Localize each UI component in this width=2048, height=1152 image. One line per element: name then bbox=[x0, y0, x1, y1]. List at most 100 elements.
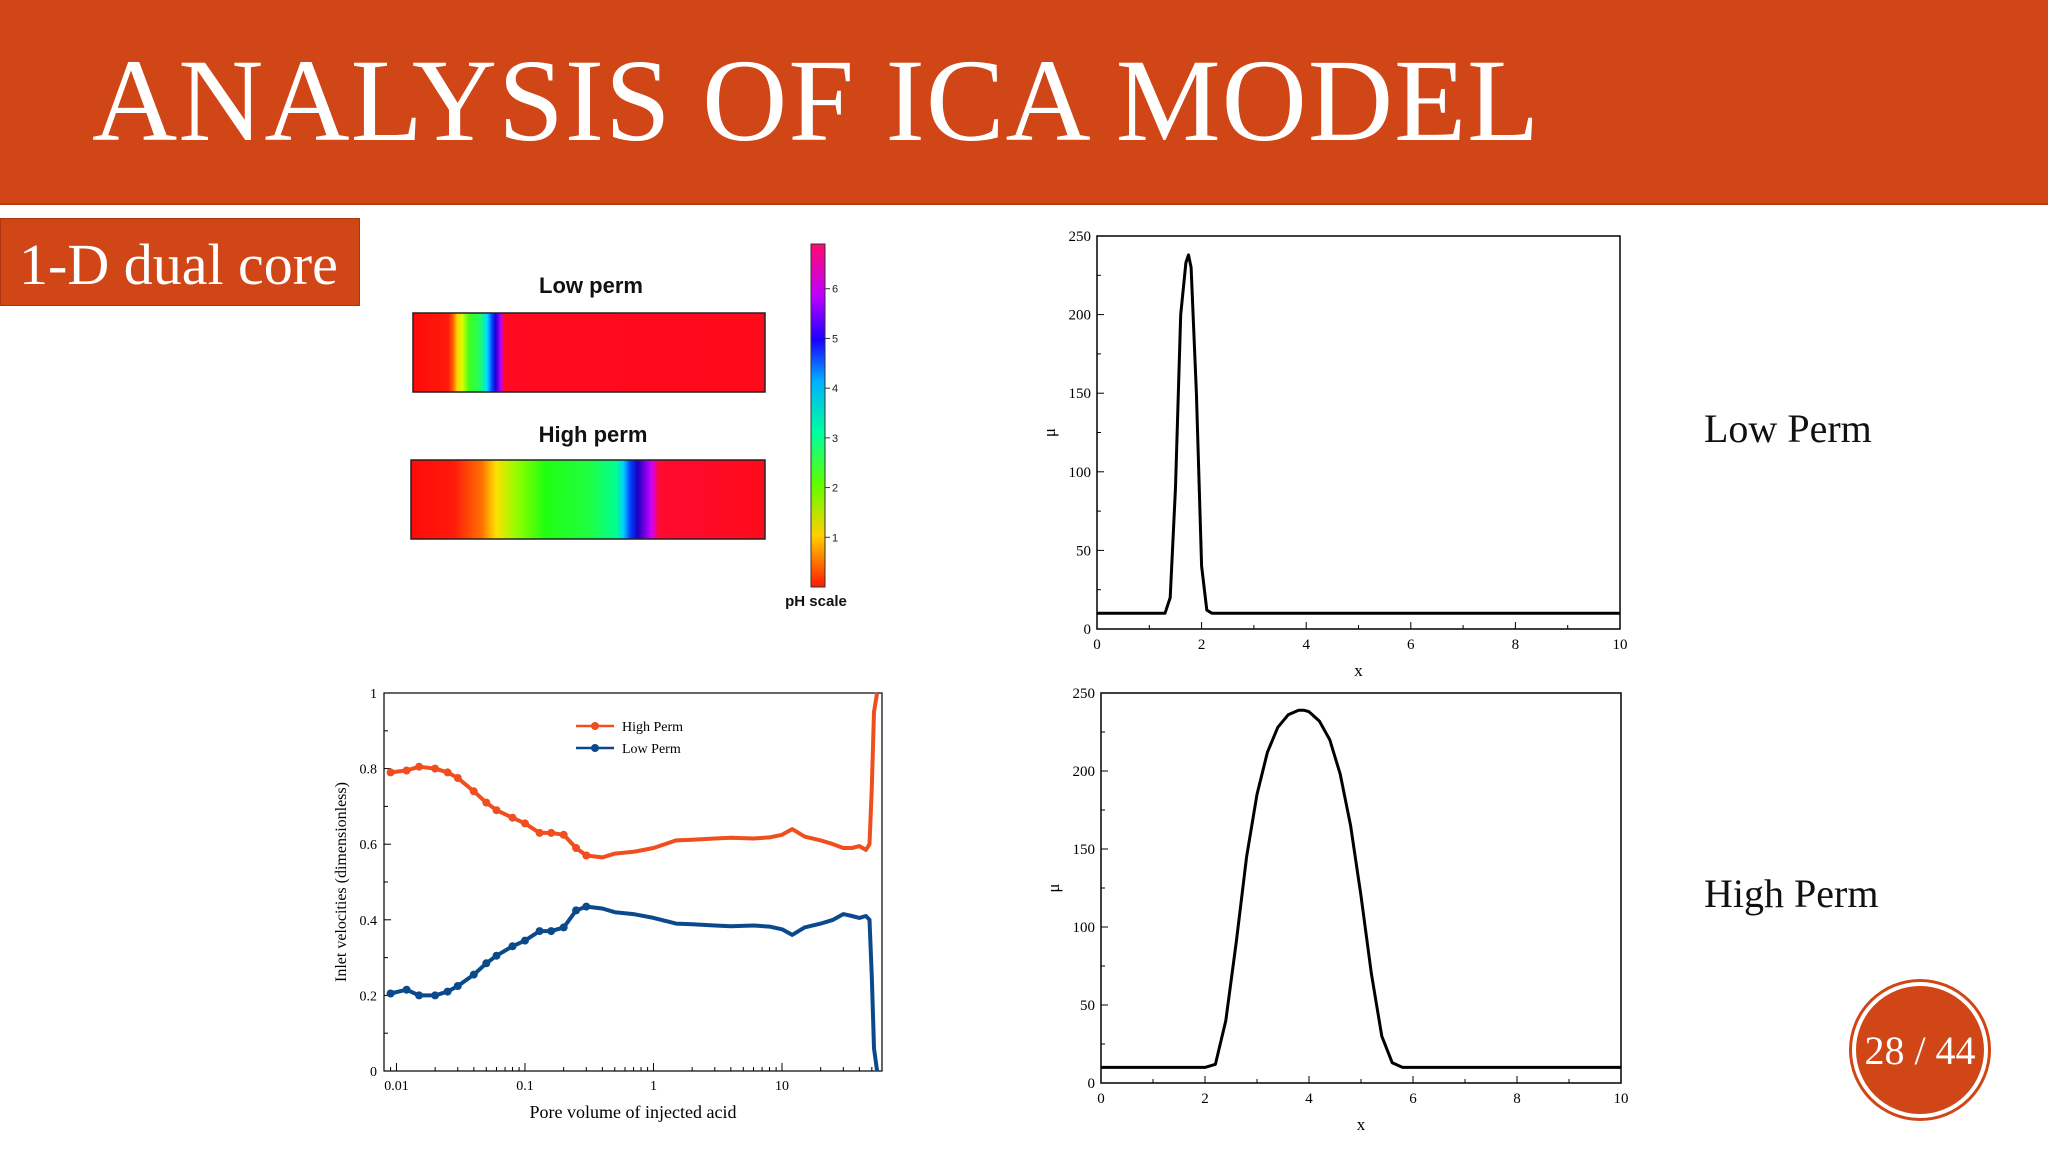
data-point bbox=[492, 951, 501, 960]
colorbar-tick-label: 1 bbox=[832, 532, 838, 544]
mu-series-line bbox=[1101, 708, 1621, 1069]
heatmap-bar-high bbox=[410, 459, 766, 540]
heatmap-bar-low bbox=[412, 312, 766, 393]
data-point bbox=[469, 787, 478, 796]
inlet-velocity-plot: 0.01 0.1 1 10 0 0.2 0.4 0.6 0.8 1 Pore volume of i… bbox=[333, 687, 883, 1122]
y-tick-label: 250 bbox=[1069, 229, 1092, 245]
x-tick-label: 4 bbox=[1302, 637, 1310, 653]
x-axis-label: Pore volume of injected acid bbox=[530, 1102, 737, 1122]
x-axis-label: x bbox=[1357, 1115, 1366, 1134]
x-tick-label: 1 bbox=[650, 1079, 657, 1094]
slide-title: ANALYSIS OF ICA MODEL bbox=[92, 35, 1541, 166]
data-point bbox=[521, 936, 529, 945]
x-tick-label: 6 bbox=[1409, 1091, 1417, 1107]
data-point bbox=[443, 768, 452, 777]
x-tick-label: 0 bbox=[1093, 637, 1101, 653]
x-tick-label: 4 bbox=[1305, 1091, 1313, 1107]
data-point bbox=[415, 991, 424, 1000]
x-tick-label: 10 bbox=[775, 1079, 789, 1094]
legend-swatch-marker bbox=[591, 744, 599, 752]
x-tick-label: 0.1 bbox=[516, 1079, 534, 1094]
heatmap-title-high: High perm bbox=[539, 422, 648, 447]
data-point bbox=[453, 982, 462, 990]
data-point bbox=[572, 844, 581, 852]
ph-colorbar-label: pH scale bbox=[785, 593, 847, 610]
y-axis-label: μ bbox=[1040, 428, 1059, 437]
colorbar-tick-label: 2 bbox=[832, 483, 838, 495]
data-point bbox=[402, 766, 411, 775]
data-point bbox=[402, 985, 411, 994]
data-point bbox=[482, 798, 491, 807]
x-tick-label: 6 bbox=[1407, 637, 1415, 653]
y-tick-label: 0 bbox=[1088, 1076, 1096, 1092]
data-point bbox=[535, 927, 544, 936]
data-point bbox=[582, 851, 591, 860]
data-point bbox=[386, 768, 395, 777]
colorbar-tick-label: 3 bbox=[832, 433, 838, 445]
data-point bbox=[572, 906, 581, 915]
data-point bbox=[431, 991, 440, 1000]
ph-heatmap-figure: Low perm High perm 1 2 3 4 5 6 pH scale bbox=[410, 243, 847, 610]
data-point bbox=[547, 927, 556, 936]
y-tick-label: 50 bbox=[1080, 998, 1095, 1014]
data-point bbox=[508, 942, 517, 951]
side-label-low-perm: Low Perm bbox=[1704, 406, 1872, 451]
slide-subtitle: 1-D dual core bbox=[19, 232, 338, 297]
x-tick-label: 8 bbox=[1512, 637, 1520, 653]
legend-label: High Perm bbox=[622, 720, 683, 735]
y-tick-label: 50 bbox=[1076, 543, 1091, 559]
x-tick-label: 0.01 bbox=[384, 1079, 409, 1094]
y-tick-label: 150 bbox=[1073, 842, 1096, 858]
y-axis-label: Inlet velocities (dimensionless) bbox=[333, 782, 350, 982]
data-point bbox=[535, 828, 544, 837]
y-tick-label: 100 bbox=[1073, 920, 1096, 936]
x-tick-label: 8 bbox=[1513, 1091, 1521, 1107]
y-tick-label: 0 bbox=[1084, 622, 1092, 638]
inlet-series-group bbox=[386, 692, 880, 1072]
data-point bbox=[431, 764, 440, 773]
inlet-series-line bbox=[390, 904, 880, 1072]
data-point bbox=[386, 989, 395, 998]
colorbar-tick-label: 6 bbox=[832, 284, 838, 296]
data-point bbox=[547, 828, 556, 837]
data-point bbox=[559, 830, 568, 839]
y-axis-label: μ bbox=[1044, 883, 1063, 892]
data-point bbox=[443, 987, 452, 996]
inlet-series-line bbox=[390, 692, 880, 860]
x-axis-label: x bbox=[1354, 661, 1363, 680]
data-point bbox=[559, 923, 568, 932]
y-tick-label: 0.6 bbox=[360, 838, 378, 853]
colorbar-tick-label: 5 bbox=[832, 333, 838, 345]
data-point bbox=[492, 806, 501, 815]
y-tick-label: 200 bbox=[1069, 308, 1092, 324]
legend-swatch-marker bbox=[591, 722, 599, 730]
subtitle-box: 1-D dual core bbox=[0, 218, 360, 306]
x-tick-label: 2 bbox=[1198, 637, 1206, 653]
data-point bbox=[453, 774, 462, 782]
data-point bbox=[415, 762, 424, 771]
y-tick-label: 250 bbox=[1073, 686, 1096, 702]
title-bar: ANALYSIS OF ICA MODEL bbox=[0, 0, 2048, 205]
y-tick-label: 0 bbox=[370, 1065, 377, 1080]
y-tick-label: 0.8 bbox=[360, 763, 378, 778]
y-tick-label: 0.2 bbox=[360, 989, 378, 1004]
page-indicator: 28 / 44 bbox=[1864, 1027, 1976, 1073]
ph-colorbar-ticks: 1 2 3 4 5 6 bbox=[825, 284, 838, 544]
data-point bbox=[582, 902, 591, 911]
data-point bbox=[521, 819, 529, 828]
y-tick-label: 100 bbox=[1069, 465, 1092, 481]
ph-colorbar bbox=[810, 243, 826, 588]
page-indicator-badge: 28 / 44 bbox=[1852, 982, 1988, 1118]
data-point bbox=[508, 813, 517, 822]
x-tick-label: 10 bbox=[1613, 637, 1628, 653]
y-tick-label: 1 bbox=[370, 687, 377, 702]
plot-frame bbox=[1096, 235, 1621, 630]
colorbar-tick-label: 4 bbox=[832, 383, 838, 395]
x-tick-label: 0 bbox=[1097, 1091, 1105, 1107]
y-tick-label: 0.4 bbox=[360, 914, 378, 929]
y-tick-label: 150 bbox=[1069, 386, 1092, 402]
mu-series-line bbox=[1097, 253, 1620, 615]
